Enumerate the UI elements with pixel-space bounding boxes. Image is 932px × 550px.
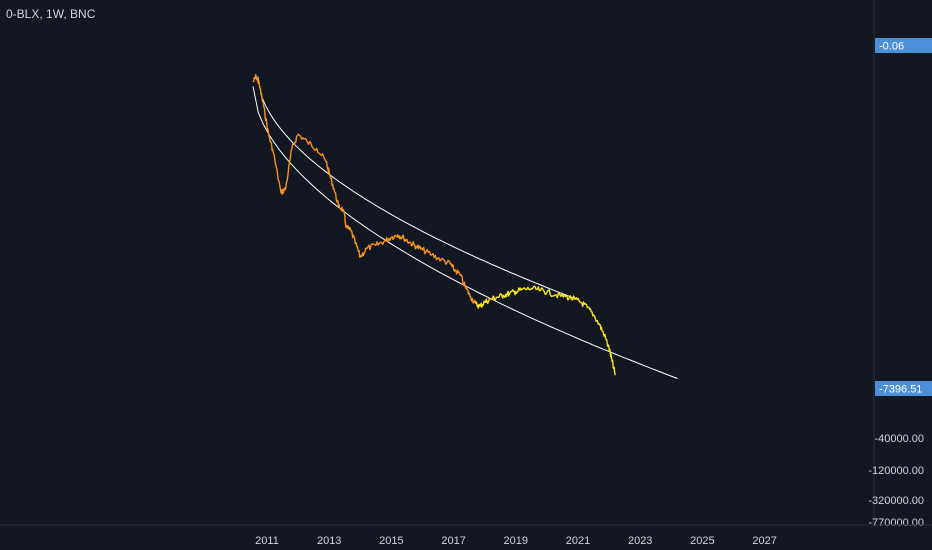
x-tick-label: 2019 [504, 535, 528, 547]
price-label-box [875, 381, 932, 396]
x-tick-label: 2027 [752, 535, 776, 547]
y-tick-label: -320000.00 [868, 495, 924, 507]
y-tick-label: -120000.00 [868, 465, 924, 477]
x-tick-label: 2013 [317, 535, 341, 547]
channel-upper [257, 76, 576, 299]
chart-title: 0-BLX, 1W, BNC [6, 7, 96, 21]
channel-lower [252, 86, 678, 379]
x-tick-label: 2021 [566, 535, 590, 547]
price-series [252, 74, 616, 376]
price-axis: -40000.00 -120000.00 -320000.00 -770000.00 -… [868, 0, 932, 529]
x-tick-label: 2017 [441, 535, 465, 547]
channel-lines [252, 76, 678, 379]
time-axis: 2011 2013 2015 2017 2019 2021 2023 2025 2027 [0, 524, 932, 547]
x-tick-label: 2025 [690, 535, 714, 547]
price-line-2 [474, 285, 616, 376]
x-tick-label: 2023 [628, 535, 652, 547]
y-tick-label: -770000.00 [868, 517, 924, 529]
price-label-box [875, 38, 932, 53]
y-tick-label: -40000.00 [874, 433, 924, 445]
price-label: -7396.51 [879, 384, 922, 396]
price-label: -0.06 [879, 41, 904, 53]
x-tick-label: 2011 [255, 535, 279, 547]
x-tick-label: 2015 [379, 535, 403, 547]
price-line-1 [252, 74, 477, 304]
